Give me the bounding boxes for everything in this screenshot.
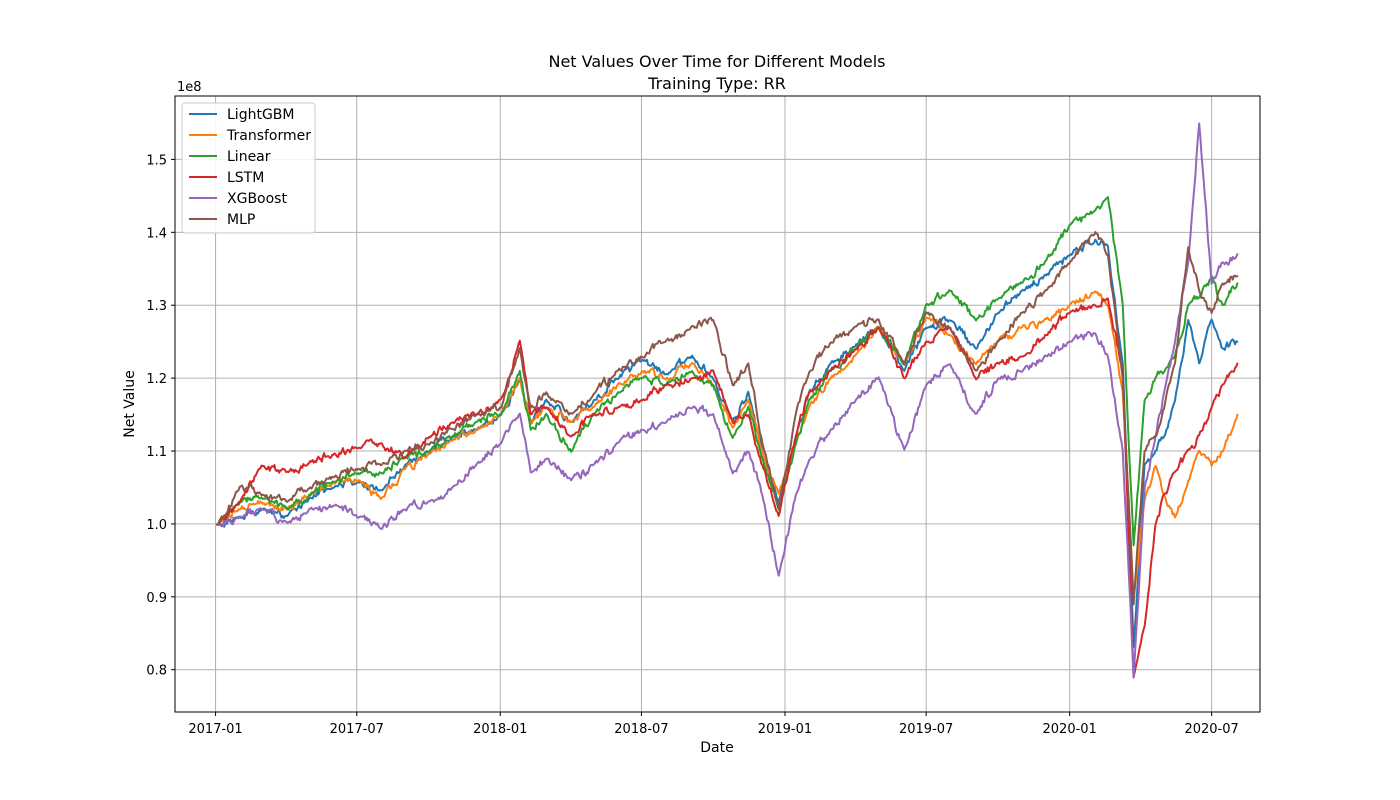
x-tick-label: 2020-01 <box>1043 722 1097 737</box>
y-axis-ticks: 0.8 0.9 1.0 1.1 1.2 1.3 1.4 1.5 <box>146 153 175 679</box>
legend-label-lightgbm: LightGBM <box>227 107 294 123</box>
series-line-lstm <box>216 297 1239 679</box>
series-line-linear <box>216 196 1239 547</box>
y-tick-label: 1.4 <box>146 226 167 241</box>
y-tick-label: 1.5 <box>146 153 167 168</box>
grid <box>175 96 1260 712</box>
y-tick-label: 0.9 <box>146 591 167 606</box>
x-tick-label: 2018-07 <box>614 722 668 737</box>
legend: LightGBM Transformer Linear LSTM XGBoost MLP <box>181 102 316 234</box>
x-tick-label: 2018-01 <box>473 722 527 737</box>
plot-area-frame <box>174 95 1261 713</box>
series-line-xgboost <box>216 122 1239 679</box>
x-axis-ticks: 2017-01 2017-07 2018-01 2018-07 2019-01 2019-… <box>188 712 1239 737</box>
x-tick-label: 2019-07 <box>899 722 953 737</box>
x-tick-label: 2019-01 <box>758 722 812 737</box>
x-tick-label: 2017-07 <box>330 722 384 737</box>
legend-label-mlp: MLP <box>227 212 255 228</box>
y-axis-offset-label: 1e8 <box>177 80 202 95</box>
y-tick-label: 1.0 <box>146 518 167 533</box>
x-axis-label: Date <box>700 740 733 756</box>
plot-series <box>216 122 1239 679</box>
y-tick-label: 1.2 <box>146 372 167 387</box>
series-line-mlp <box>216 231 1239 606</box>
chart-title: Net Values Over Time for Different Model… <box>548 52 885 71</box>
y-axis-label: Net Value <box>122 370 138 437</box>
chart-subtitle: Training Type: RR <box>647 74 786 93</box>
y-tick-label: 1.1 <box>146 445 167 460</box>
x-tick-label: 2017-01 <box>188 722 242 737</box>
y-tick-label: 1.3 <box>146 299 167 314</box>
legend-label-linear: Linear <box>227 149 271 165</box>
legend-label-lstm: LSTM <box>227 170 264 186</box>
series-line-transformer <box>216 290 1239 598</box>
legend-label-xgboost: XGBoost <box>227 191 287 207</box>
x-tick-label: 2020-07 <box>1184 722 1238 737</box>
legend-label-transformer: Transformer <box>226 128 311 144</box>
y-tick-label: 0.8 <box>146 664 167 679</box>
